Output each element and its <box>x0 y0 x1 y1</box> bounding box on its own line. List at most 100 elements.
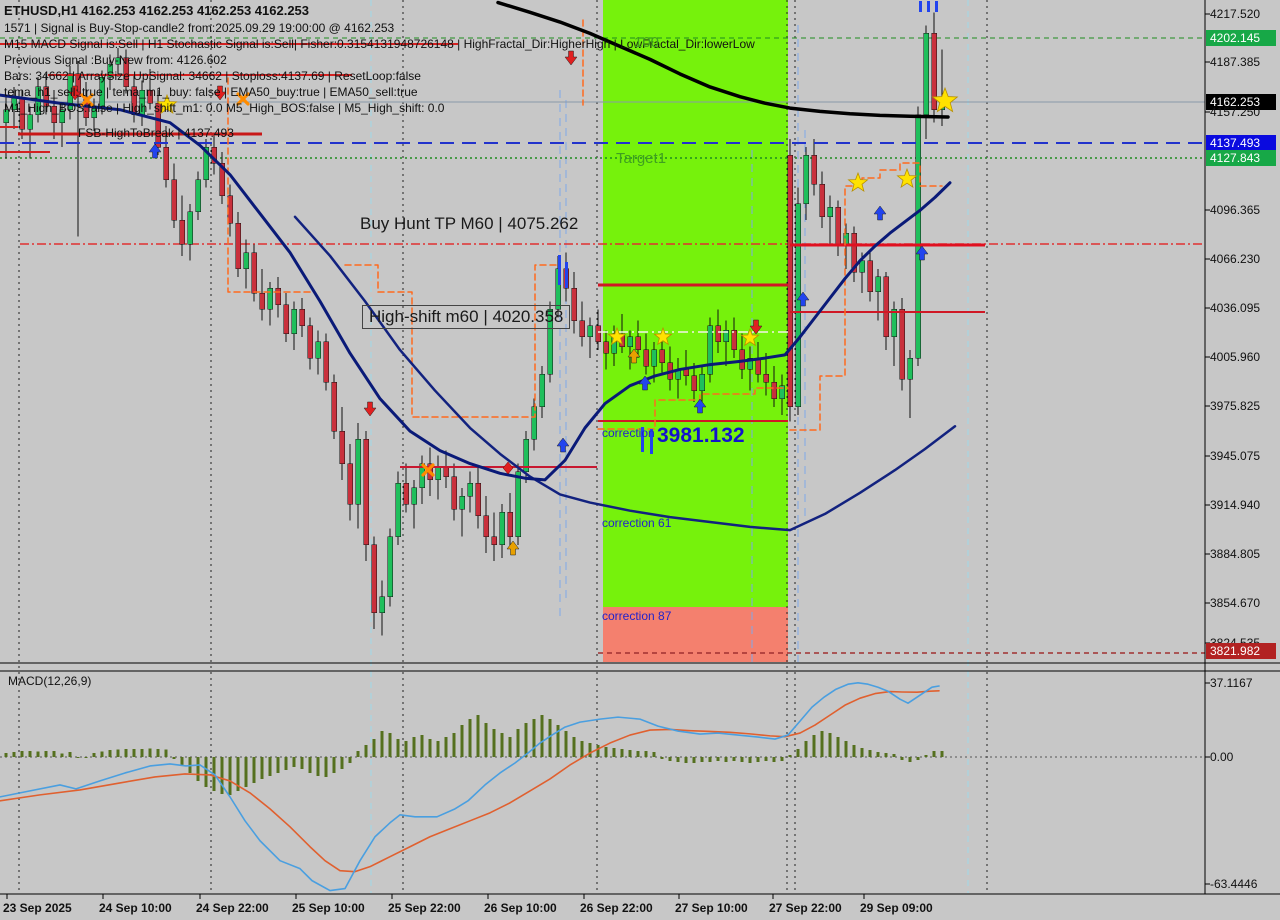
candle-body <box>395 482 401 537</box>
price-axis-label: 3914.940 <box>1210 498 1261 512</box>
macd-main-line <box>0 682 940 892</box>
macd-histogram-bar <box>596 745 600 757</box>
macd-histogram-bar <box>612 748 616 757</box>
macd-histogram-bar <box>844 741 848 757</box>
macd-histogram-bar <box>388 733 392 757</box>
macd-histogram-bar <box>484 723 488 757</box>
macd-histogram-bar <box>692 757 696 763</box>
fsb-high-label[interactable]: FSB-HighToBreak | 4137.493 <box>78 126 234 140</box>
correction-61-label[interactable]: correction 61 <box>602 516 672 530</box>
time-axis-label: 26 Sep 22:00 <box>580 901 653 915</box>
buy-arrow-icon <box>796 291 810 307</box>
macd-histogram-bar <box>420 735 424 757</box>
macd-histogram-bar <box>108 750 112 757</box>
macd-histogram-bar <box>428 739 432 757</box>
correction-87-label[interactable]: correction 87 <box>602 609 672 623</box>
candle-body <box>819 184 825 218</box>
macd-histogram-bar <box>196 757 200 781</box>
macd-histogram-bar <box>740 757 744 762</box>
macd-histogram-bar <box>340 757 344 769</box>
stop-zone-salmon <box>603 607 788 662</box>
candle-body <box>387 536 393 597</box>
macd-histogram-bar <box>4 753 8 757</box>
macd-histogram-bar <box>524 723 528 757</box>
candle-body <box>147 89 153 104</box>
macd-histogram-bar <box>260 757 264 779</box>
macd-signal-line <box>0 689 940 873</box>
time-axis-label: 27 Sep 22:00 <box>769 901 842 915</box>
macd-histogram-bar <box>204 757 208 787</box>
correction-50-label[interactable]: correction <box>602 426 655 440</box>
macd-histogram-bar <box>708 757 712 762</box>
buy-arrow-icon <box>693 398 707 414</box>
macd-histogram-bar <box>412 737 416 757</box>
candle-body <box>355 438 361 505</box>
macd-histogram-bar <box>700 757 704 762</box>
blue-tick-mark <box>650 429 653 454</box>
macd-histogram-bar <box>804 741 808 757</box>
blue-tick-mark <box>919 1 922 12</box>
blue-tick-mark <box>565 262 568 288</box>
time-axis-label: 25 Sep 22:00 <box>388 901 461 915</box>
macd-histogram-bar <box>460 725 464 757</box>
high-shift-label[interactable]: High-shift m60 | 4020.358 <box>362 305 571 329</box>
star-icon <box>931 86 959 113</box>
candle-body <box>899 309 905 380</box>
candle-body <box>715 325 721 343</box>
macd-histogram-bar <box>52 751 56 757</box>
candle-body <box>483 515 489 537</box>
long-ma-line <box>496 0 950 119</box>
macd-histogram-bar <box>932 751 936 757</box>
candle-body <box>875 276 881 292</box>
macd-histogram-bar <box>44 751 48 757</box>
star-icon <box>740 327 760 347</box>
macd-histogram-bar <box>660 757 664 759</box>
candle-body <box>107 63 113 78</box>
time-axis-label: 27 Sep 10:00 <box>675 901 748 915</box>
candle-body <box>779 385 785 399</box>
sell-arrow-icon <box>213 85 227 101</box>
candle-body <box>659 349 665 364</box>
macd-histogram-bar <box>724 757 728 762</box>
candle-body <box>243 252 249 270</box>
sell-arrow-icon <box>68 85 82 101</box>
macd-histogram-bar <box>732 757 736 761</box>
macd-histogram-bar <box>620 749 624 757</box>
candle-body <box>883 276 889 338</box>
slow-ma-line <box>293 215 957 532</box>
macd-histogram-bar <box>540 715 544 757</box>
macd-histogram-bar <box>404 741 408 757</box>
candle-body <box>307 325 313 359</box>
macd-histogram-bar <box>580 741 584 757</box>
candle-body <box>291 309 297 334</box>
buy-hunt-label[interactable]: Buy Hunt TP M60 | 4075.262 <box>360 214 579 233</box>
time-axis-label: 29 Sep 09:00 <box>860 901 933 915</box>
candle-body <box>867 260 873 292</box>
trailing-stop-line <box>227 77 313 293</box>
correction-price-label[interactable]: 3981.132 <box>657 424 745 447</box>
candle-body <box>475 482 481 516</box>
candle-body <box>787 154 793 408</box>
macd-histogram-bar <box>236 757 240 791</box>
price-axis-label: 4005.960 <box>1210 350 1261 364</box>
x-mark-icon <box>80 93 94 107</box>
fibo-target1-label[interactable]: Target1 <box>616 150 667 167</box>
candle-body <box>467 482 473 497</box>
macd-histogram-bar <box>252 757 256 783</box>
macd-histogram-bar <box>508 737 512 757</box>
price-axis-label: 4157.250 <box>1210 105 1261 119</box>
candle-body <box>747 357 753 370</box>
macd-histogram-bar <box>548 719 552 757</box>
candle-body <box>523 438 529 472</box>
candle-body <box>203 146 209 180</box>
candle-body <box>595 325 601 343</box>
time-axis-label: 25 Sep 10:00 <box>292 901 365 915</box>
candle-body <box>59 109 65 123</box>
macd-histogram-bar <box>940 751 944 757</box>
star-icon <box>847 171 869 193</box>
fibo-100-label[interactable]: 100 <box>634 34 660 51</box>
price-badge-red: 3821.982 <box>1206 643 1276 659</box>
candle-body <box>499 512 505 546</box>
symbol-title: ETHUSD,H1 4162.253 4162.253 4162.253 416… <box>4 3 310 18</box>
